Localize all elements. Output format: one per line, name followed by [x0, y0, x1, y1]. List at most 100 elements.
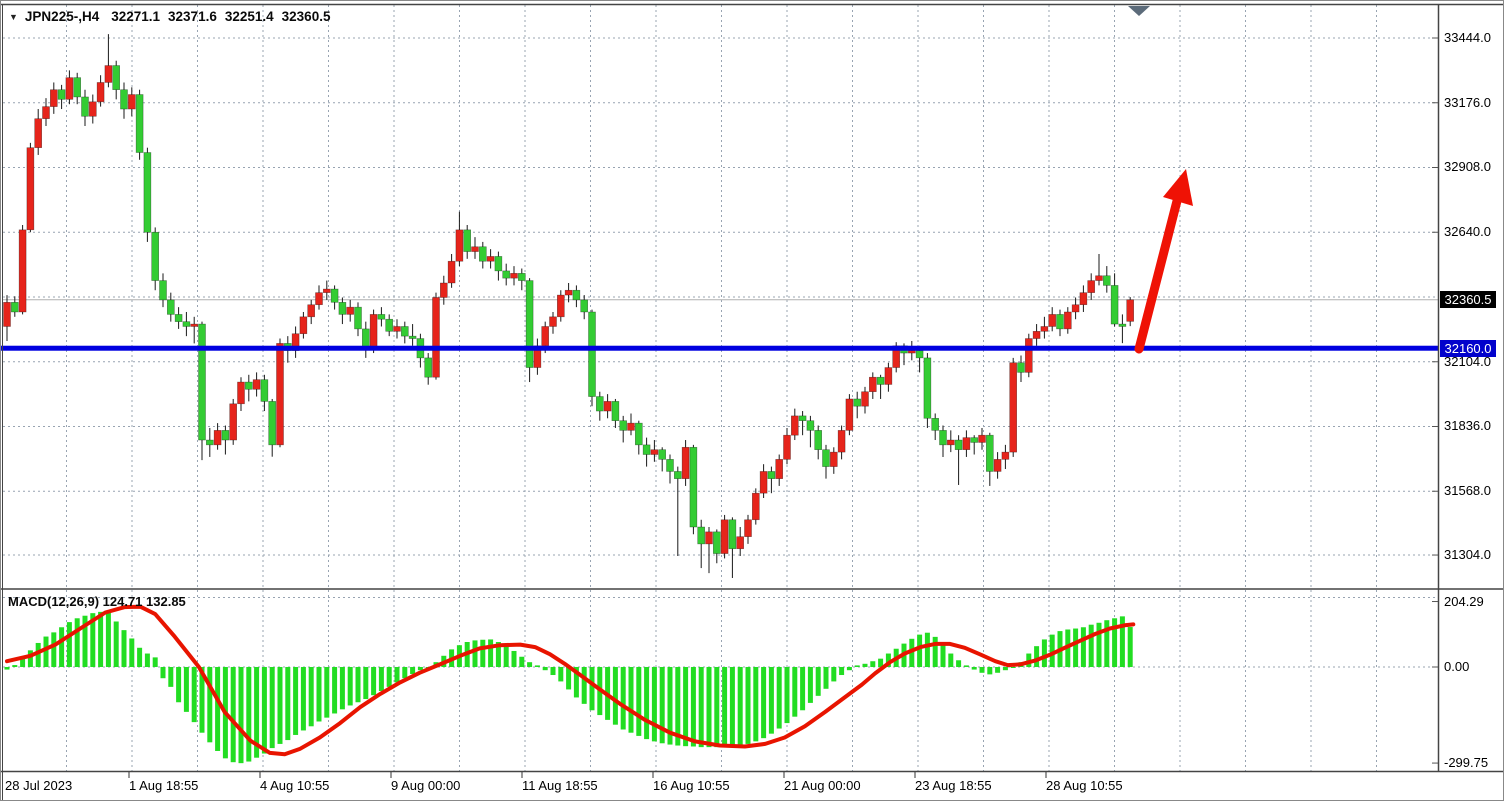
macd-histogram-bar: [4, 667, 10, 670]
candle-body-down: [814, 430, 823, 450]
macd-histogram-bar: [745, 667, 751, 744]
price-axis-label: 33444.0: [1444, 30, 1491, 45]
macd-histogram-bar: [963, 665, 969, 667]
time-axis-label: 21 Aug 00:00: [784, 778, 861, 793]
candle-body-up: [1032, 331, 1041, 339]
macd-histogram-bar: [410, 667, 416, 675]
macd-histogram-bar: [183, 667, 189, 712]
candle-body-up: [49, 89, 58, 107]
macd-histogram-bar: [324, 667, 330, 718]
macd-histogram-bar: [519, 656, 525, 667]
macd-histogram-bar: [98, 611, 104, 667]
macd-axis-label: -299.75: [1444, 755, 1489, 771]
candle-body-up: [471, 246, 479, 252]
macd-histogram-bar: [831, 667, 837, 682]
macd-histogram-bar: [909, 638, 915, 667]
candle-body-up: [884, 367, 893, 385]
macd-histogram-bar: [1119, 616, 1125, 667]
macd-histogram-bar: [542, 667, 548, 671]
macd-histogram-bar: [254, 667, 260, 758]
candle-body-up: [104, 65, 113, 83]
macd-histogram-bar: [230, 667, 236, 763]
candle-body-up: [346, 306, 355, 315]
price-axis-label: 32640.0: [1444, 224, 1491, 240]
macd-histogram-bar: [1088, 624, 1094, 667]
candle-body-up: [128, 94, 136, 110]
macd-histogram-bar: [293, 667, 299, 735]
macd-histogram-bar: [59, 627, 65, 667]
macd-histogram-bar: [698, 667, 704, 748]
candle-body-up: [845, 398, 854, 431]
macd-histogram-bar: [246, 667, 252, 762]
ohlc-low: 32251.4: [224, 9, 274, 24]
macd-histogram-bar: [870, 661, 876, 667]
candle-body-up: [759, 471, 768, 494]
current-price-badge: 32360.5: [1440, 291, 1496, 309]
candle-body-down: [806, 420, 815, 431]
trend-arrow-head[interactable]: [1163, 169, 1193, 206]
horizontal-line-object[interactable]: [1, 345, 1438, 351]
candle-body-up: [564, 289, 573, 296]
macd-histogram-bar: [355, 667, 361, 703]
macd-histogram-bar: [558, 667, 564, 682]
candle-body-down: [642, 444, 651, 455]
candle-body-up: [315, 292, 323, 306]
macd-histogram-bar: [168, 667, 174, 687]
candle-body-up: [439, 282, 448, 298]
candle-body-up: [627, 422, 635, 431]
candle-body-up: [89, 101, 97, 117]
trend-arrow-shaft[interactable]: [1134, 196, 1182, 354]
candle-body-up: [432, 297, 440, 378]
macd-histogram-bar: [160, 667, 166, 679]
candle-body-up: [1009, 362, 1018, 453]
macd-histogram-bar: [815, 667, 821, 696]
candle-body-down: [634, 422, 643, 446]
candle-body-up: [26, 147, 35, 231]
macd-histogram-bar: [503, 646, 509, 667]
macd-histogram-bar: [113, 621, 119, 667]
macd-histogram-bar: [90, 613, 96, 667]
candle-body-down: [588, 311, 596, 397]
current-bar-marker-icon: [1128, 6, 1150, 16]
macd-histogram-bar: [20, 658, 26, 667]
macd-histogram-bar: [667, 667, 673, 745]
macd-histogram-bar: [566, 667, 572, 690]
candle-body-up: [978, 434, 986, 443]
candle-body-down: [361, 328, 370, 349]
macd-histogram-bar: [924, 632, 930, 667]
candle-body-down: [822, 449, 830, 467]
candle-body-down: [385, 318, 394, 332]
candle-body-down: [159, 280, 167, 301]
candle-body-down: [572, 289, 581, 301]
candle-body-up: [946, 439, 955, 446]
candle-body-up: [486, 256, 495, 262]
macd-histogram-bar: [82, 615, 88, 667]
candle-body-up: [1025, 338, 1033, 373]
candle-body-down: [1056, 314, 1064, 330]
price-axis[interactable]: [1439, 5, 1504, 771]
candle-body-down: [611, 401, 620, 422]
candle-body-up: [650, 449, 659, 455]
macd-histogram-bar: [581, 667, 587, 704]
macd-histogram-bar: [636, 667, 642, 736]
macd-histogram-bar: [792, 667, 798, 717]
candle-body-down: [245, 381, 253, 390]
candle-body-up: [447, 260, 456, 284]
candle-body-down: [400, 326, 409, 337]
macd-histogram-bar: [74, 618, 80, 667]
candle-body-down: [174, 314, 183, 322]
macd-histogram-bar: [932, 636, 938, 667]
candle-body-up: [213, 430, 222, 446]
candle-body-down: [502, 270, 511, 279]
candle-body-up: [549, 316, 557, 327]
candle-body-up: [556, 294, 565, 318]
candle-body-up: [65, 77, 74, 100]
macd-histogram-bar: [129, 638, 135, 667]
candle-body-down: [853, 398, 862, 407]
candle-body-down: [1110, 285, 1119, 325]
candle-body-down: [1103, 275, 1111, 286]
macd-histogram-bar: [191, 667, 197, 723]
macd-histogram-bar: [1041, 639, 1047, 667]
candle-body-up: [369, 314, 378, 349]
